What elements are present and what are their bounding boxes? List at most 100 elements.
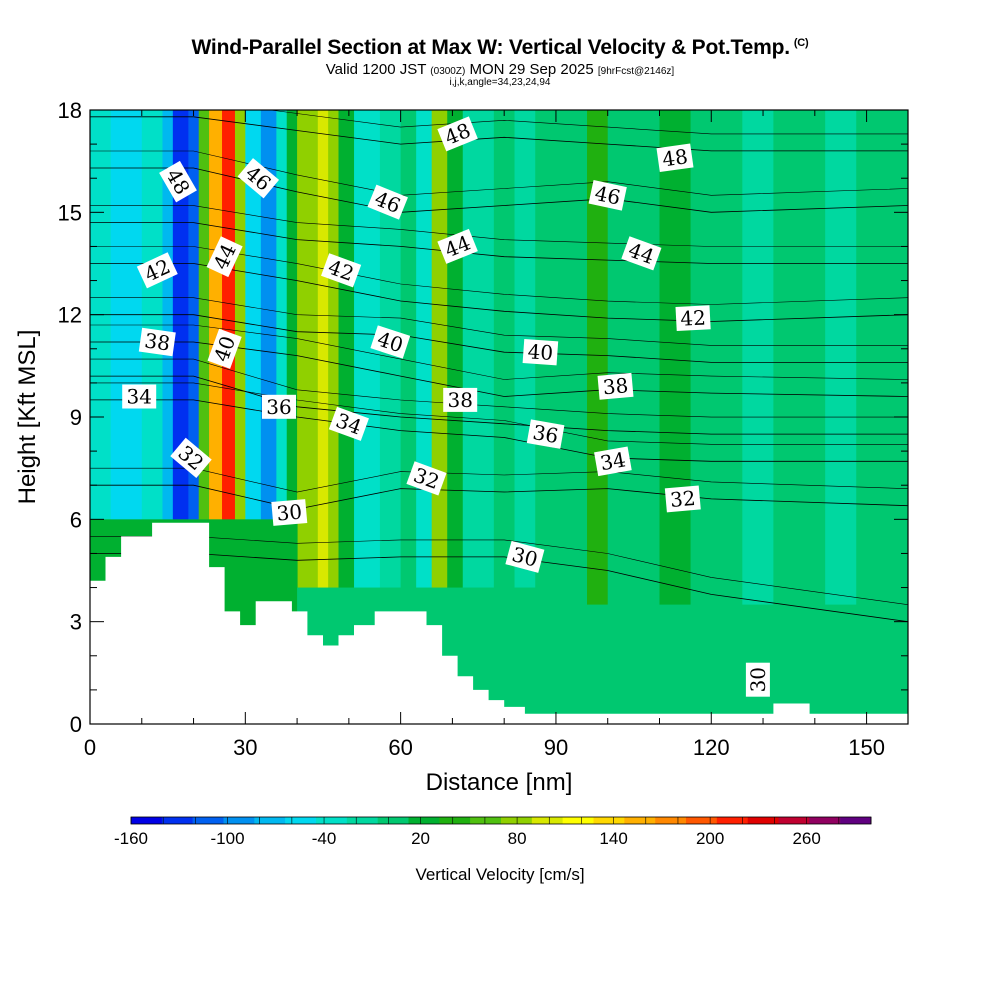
velocity-column (317, 110, 329, 724)
contour-label: 38 (597, 372, 634, 400)
x-tick-label: 90 (544, 735, 568, 760)
contour-label-text: 46 (593, 181, 623, 210)
contour-label-box (136, 252, 178, 289)
theta-contour-line (90, 246, 908, 305)
colorbar-swatch (624, 817, 656, 824)
contour-label-box (406, 461, 447, 496)
index-line: i,j,k,angle=34,23,24,94 (449, 77, 551, 88)
colorbar-swatch (470, 817, 502, 824)
colorbar-tick-label: -160 (114, 829, 148, 848)
velocity-column (188, 110, 200, 724)
contour-label: 40 (522, 339, 559, 366)
colorbar-tick-label: 200 (696, 829, 724, 848)
contour-label: 40 (207, 328, 242, 369)
contour-label-text: 32 (669, 486, 696, 512)
theta-contour-line (90, 150, 908, 196)
contour-label-text: 34 (598, 447, 627, 475)
theta-contour-line (90, 341, 908, 397)
contour-label: 30 (271, 499, 308, 526)
colorbar-swatch (593, 817, 625, 824)
valid-prefix: Valid 1200 JST (325, 61, 427, 78)
contour-label-box (656, 143, 694, 173)
valid-date: MON 29 Sep 2025 (469, 61, 594, 78)
velocity-column (162, 110, 174, 724)
contour-label-text: 48 (661, 144, 690, 171)
lower-layer-band (555, 604, 908, 724)
theta-contour-line (90, 382, 908, 445)
contour-label-box (526, 419, 565, 449)
contour-label-box (237, 158, 280, 199)
colorbar-tick-label: 140 (599, 829, 627, 848)
contour-label: 36 (262, 394, 296, 419)
colorbar-swatch (161, 817, 193, 824)
colorbar-swatch (254, 817, 286, 824)
theta-contour-line (90, 375, 908, 435)
velocity-column (431, 110, 448, 724)
colorbar-swatch (840, 817, 872, 824)
colorbar-swatch (346, 817, 378, 824)
chart-title-text: Wind-Parallel Section at Max W: Vertical… (191, 36, 791, 59)
contour-label-text: 36 (266, 395, 291, 419)
colorbar-tick-label: 80 (508, 829, 527, 848)
contour-label: 36 (526, 419, 565, 449)
velocity-column (416, 110, 433, 724)
x-tick-label: 0 (84, 735, 96, 760)
theta-contour-line (90, 536, 908, 605)
contour-label-box (745, 662, 770, 697)
colorbar-tick-label: -100 (211, 829, 245, 848)
contour-label-box (206, 236, 243, 278)
colorbar-swatch (408, 817, 440, 824)
y-tick-label: 15 (58, 200, 82, 225)
contour-label: 34 (594, 446, 632, 477)
colorbar-tick-label: -40 (312, 829, 337, 848)
y-tick-label: 18 (58, 98, 82, 123)
contour-label-box (170, 437, 212, 479)
colorbar: -160 -100 -40 20 80 140 200 260 (114, 816, 872, 848)
colorbar-swatch (439, 817, 471, 824)
colorbar-title: Vertical Velocity [cm/s] (415, 865, 584, 884)
colorbar-swatch (131, 817, 163, 824)
x-axis-title: Distance [nm] (426, 769, 573, 796)
contour-label-box (262, 394, 296, 419)
colorbar-swatch (377, 817, 409, 824)
colorbar-swatch (223, 817, 255, 824)
x-tick-label: 60 (388, 735, 412, 760)
y-tick-label: 3 (70, 610, 82, 635)
colorbar-swatch (501, 817, 533, 824)
velocity-column (587, 110, 609, 724)
contour-label-box (522, 339, 559, 366)
contour-label: 38 (138, 327, 176, 357)
velocity-column (379, 110, 402, 724)
theta-contour-line (90, 167, 908, 213)
contour-label-box (271, 499, 308, 526)
colorbar-swatch (285, 817, 317, 824)
theta-contour-line (90, 297, 908, 346)
y-tick-label: 6 (70, 507, 82, 532)
contour-label-box (207, 328, 242, 369)
valid-time-line: Valid 1200 JST (0300Z) MON 29 Sep 2025 [… (0, 61, 1000, 78)
contour-label-box (138, 327, 176, 357)
colorbar-swatch (562, 817, 594, 824)
utc-time: (0300Z) (430, 66, 466, 77)
contour-label-box (675, 305, 711, 331)
colorbar-tick-label: 260 (792, 829, 820, 848)
colorbar-swatch (686, 817, 718, 824)
velocity-column (234, 110, 246, 724)
theta-contour-line (90, 205, 908, 247)
theta-contour-line (90, 467, 908, 493)
contour-label-box (594, 446, 632, 477)
contour-label: 38 (443, 387, 478, 412)
contour-label-box (367, 184, 408, 220)
contour-label-box (328, 406, 369, 441)
contour-label: 44 (437, 228, 478, 264)
contour-label: 48 (656, 143, 694, 173)
y-tick-label: 9 (70, 405, 82, 430)
contour-label-box (437, 116, 478, 152)
velocity-column (493, 110, 516, 724)
contour-label-text: 34 (126, 385, 151, 409)
contour-label-box (321, 253, 362, 288)
contour-label-text: 30 (276, 499, 303, 525)
theta-contour-line (90, 399, 908, 462)
